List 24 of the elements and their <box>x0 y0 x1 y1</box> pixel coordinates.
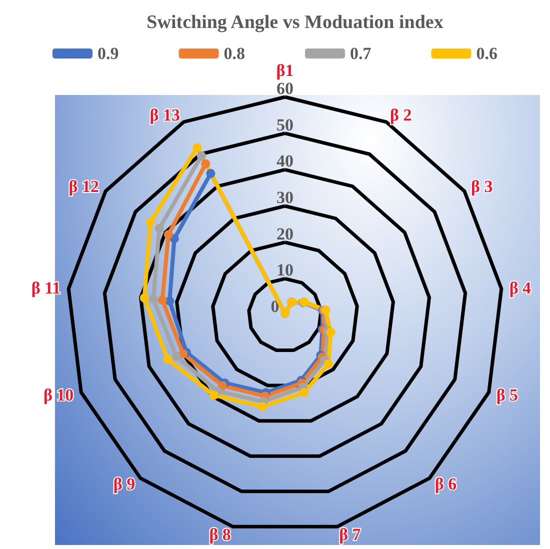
spoke-label: β 9 <box>113 474 136 494</box>
spoke-label: β 13 <box>150 105 180 124</box>
legend-label: 0.8 <box>224 44 245 63</box>
spoke-label: β 3 <box>470 177 493 196</box>
legend-label: 0.7 <box>350 44 372 63</box>
y-tick-label: 20 <box>276 224 294 244</box>
y-tick-label: 50 <box>276 115 294 134</box>
spoke-label: β 6 <box>434 474 457 494</box>
spoke-label: β 10 <box>43 386 74 405</box>
chart-title: Switching Angle vs Moduation index <box>146 12 444 33</box>
legend-label: 0.9 <box>98 44 119 63</box>
spoke-label: β1 <box>276 61 294 80</box>
y-tick-label: 40 <box>276 152 294 171</box>
y-tick-label: 30 <box>276 188 294 207</box>
y-tick-label: 0 <box>270 297 280 316</box>
y-tick-label: 60 <box>276 79 294 98</box>
spoke-label: β 5 <box>496 386 518 405</box>
legend-label: 0.6 <box>476 44 498 63</box>
spoke-label: β 4 <box>509 278 532 298</box>
spoke-label: β 2 <box>390 105 412 124</box>
y-tick-label: 10 <box>276 260 294 280</box>
spoke-label: β 8 <box>209 524 231 544</box>
spoke-label: β 12 <box>68 177 100 196</box>
spoke-label: β 7 <box>339 524 362 544</box>
